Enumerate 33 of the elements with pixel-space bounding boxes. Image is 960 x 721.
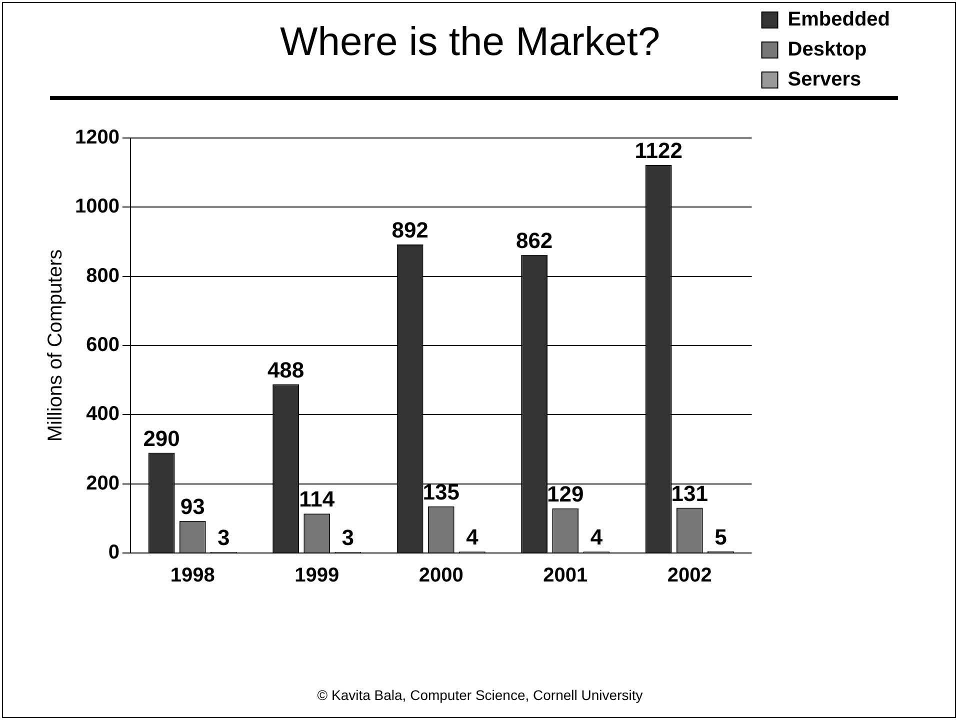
data-label: 3: [342, 525, 354, 550]
data-label: 114: [299, 486, 336, 512]
chart-title: Where is the Market?: [280, 20, 660, 64]
data-label: 129: [547, 481, 584, 506]
data-label: 4: [466, 524, 480, 550]
data-label: 892: [392, 218, 428, 243]
y-tick-label: 0: [108, 542, 120, 564]
data-label: 488: [267, 357, 304, 382]
data-label: 290: [143, 426, 180, 451]
y-tick-label: 600: [86, 334, 120, 356]
data-label: 3: [218, 525, 230, 550]
x-tick-label: 2000: [418, 564, 464, 587]
y-tick-label: 200: [86, 472, 120, 494]
y-tick-label: 800: [86, 264, 120, 287]
text: © Kavita Bala, Computer Science, Cornell University: [317, 686, 643, 703]
y-tick-label: 1000: [74, 196, 120, 218]
x-tick-label: 2002: [667, 564, 712, 587]
data-label: 862: [516, 228, 553, 253]
data-label: 1122: [634, 138, 682, 164]
data-label: 5: [714, 524, 727, 550]
legend-label: Embedded: [788, 8, 890, 31]
data-label: 93: [180, 494, 205, 519]
legend-label: Desktop: [788, 38, 867, 61]
data-label: 131: [671, 480, 708, 506]
x-tick-label: 1998: [170, 564, 215, 587]
legend-label: Servers: [788, 68, 862, 91]
y-axis-title: Millions of Computers: [44, 249, 67, 442]
y-tick-label: 400: [86, 403, 120, 426]
data-label: 135: [422, 479, 460, 504]
y-tick-label: 1200: [74, 126, 120, 149]
data-label: 4: [590, 524, 604, 550]
x-tick-label: 2001: [543, 564, 588, 587]
x-tick-label: 1999: [294, 564, 340, 587]
